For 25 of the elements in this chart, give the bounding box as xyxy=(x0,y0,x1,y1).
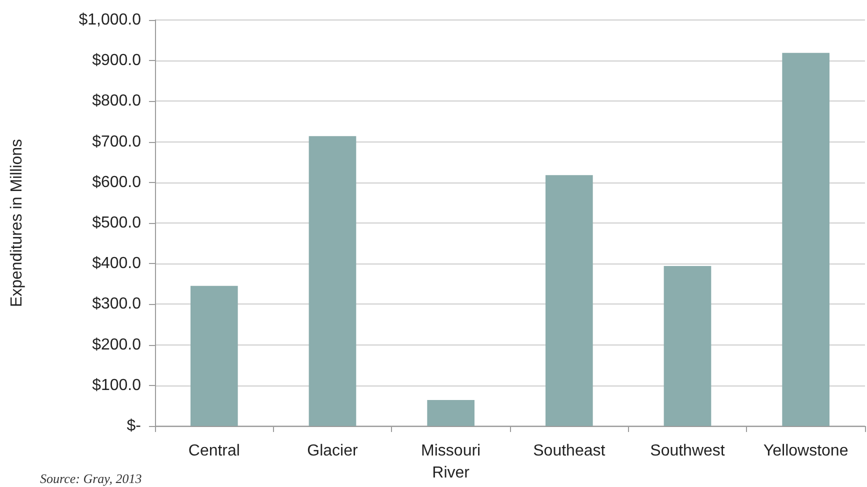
bar xyxy=(427,400,474,426)
bar xyxy=(664,266,712,426)
y-tick-label: $900.0 xyxy=(92,52,142,70)
x-tick-label: Glacier xyxy=(307,442,359,460)
bar xyxy=(782,52,830,426)
x-tick-label: Southeast xyxy=(533,442,606,460)
y-tick-label: $300.0 xyxy=(92,296,142,313)
y-tick-label: $400.0 xyxy=(92,255,142,272)
y-tick-label: $1,000.0 xyxy=(78,12,142,28)
y-tick-label: $800.0 xyxy=(92,92,142,110)
y-tick-label: $- xyxy=(126,418,141,434)
x-tick-label: Missouri River xyxy=(421,442,481,482)
x-tick-label: Central xyxy=(188,442,240,460)
bar xyxy=(190,286,238,426)
y-tick-label: $700.0 xyxy=(92,133,142,150)
y-tick-label: $200.0 xyxy=(92,336,142,354)
x-tick-label: Southwest xyxy=(650,442,726,460)
y-tick-label: $600.0 xyxy=(92,174,142,191)
source-note: Source: Gray, 2013 xyxy=(40,471,142,486)
bar xyxy=(546,175,593,426)
bar xyxy=(308,136,356,426)
x-tick-label: Yellowstone xyxy=(763,442,848,460)
y-tick-label: $100.0 xyxy=(92,376,142,394)
y-tick-label: $500.0 xyxy=(92,214,142,232)
y-axis-title: Expenditures in Millions xyxy=(8,138,26,308)
